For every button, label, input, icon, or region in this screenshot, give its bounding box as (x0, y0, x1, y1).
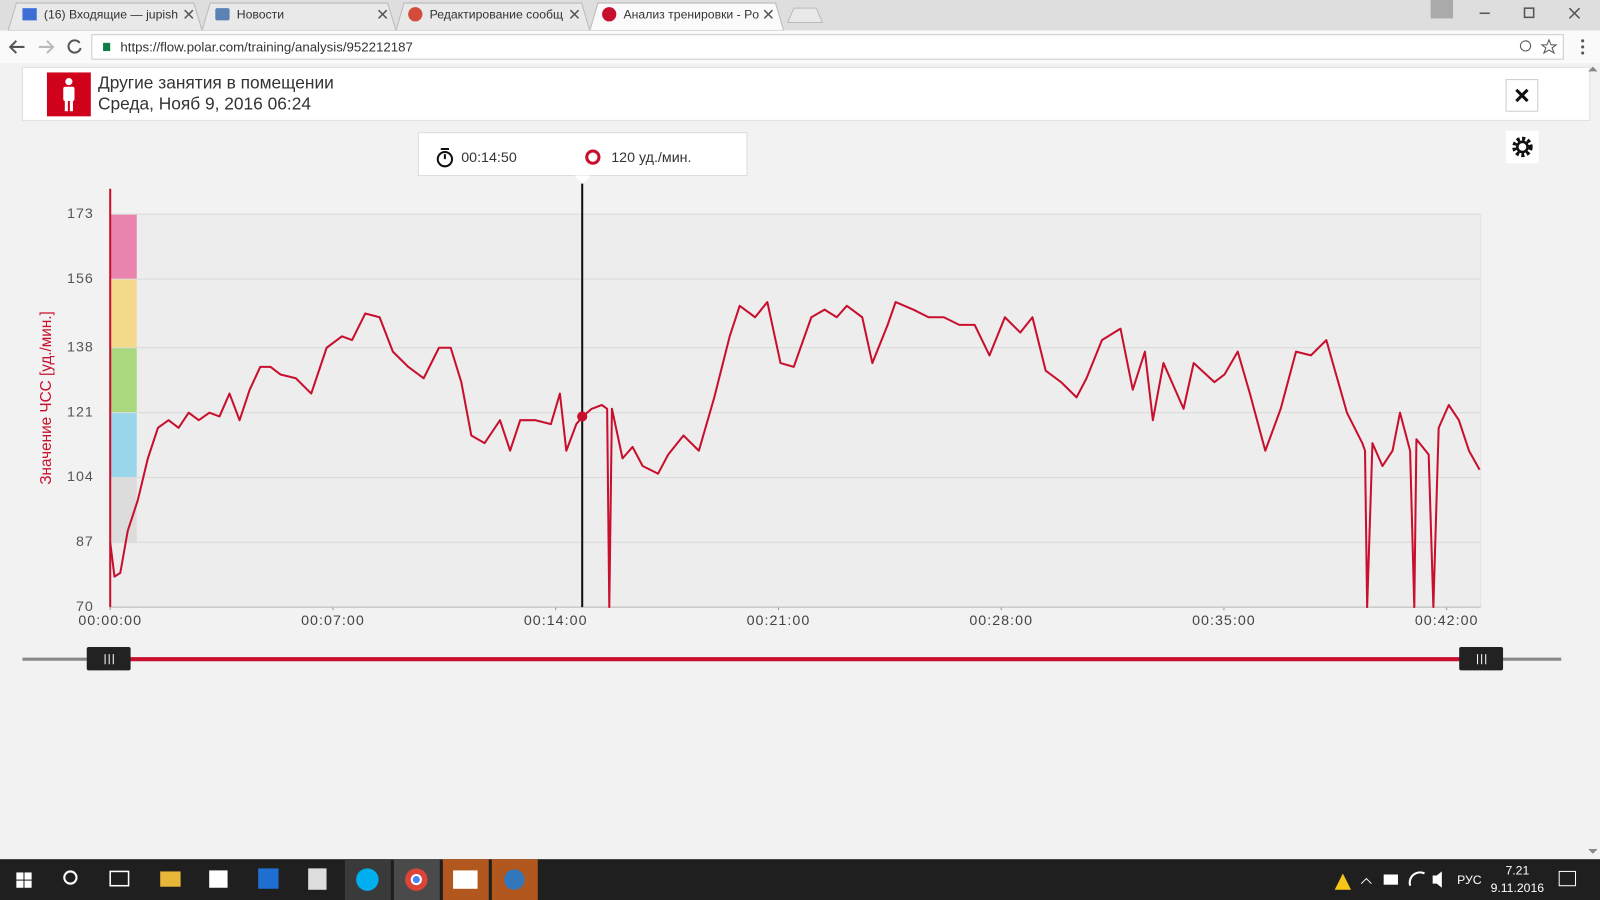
tray-icons[interactable] (1334, 871, 1442, 890)
header-card (21, 66, 1591, 121)
x-tick-label: 00:14:00 (524, 613, 588, 629)
chrome-center (410, 873, 422, 886)
clock-time[interactable]: 7.21 (1505, 864, 1529, 878)
y-tick-label: 138 (67, 340, 94, 356)
x-tick-label: 00:00:00 (78, 613, 142, 629)
edge-icon (504, 869, 525, 890)
calculator-icon[interactable] (308, 868, 327, 890)
keyboard-language[interactable]: РУС (1457, 873, 1482, 887)
y-axis-label: Значение ЧСС [уд./мин.] (38, 311, 55, 484)
person-icon (63, 78, 75, 112)
hr-zone (110, 477, 137, 543)
skype-icon (356, 868, 379, 891)
tooltip-arrow (574, 175, 591, 184)
x-tick-label: 00:35:00 (1192, 613, 1256, 629)
tab[interactable] (201, 2, 397, 32)
activity-title: Другие занятия в помещении (98, 72, 334, 92)
y-tick-label: 156 (67, 271, 94, 287)
tab-title: Анализ тренировки - Po (623, 8, 759, 22)
profile-button[interactable] (1430, 0, 1454, 19)
url: https://flow.polar.com/training/analysis… (120, 39, 412, 54)
star-icon[interactable] (1540, 38, 1558, 55)
lock-icon (103, 42, 111, 52)
handle-grips (104, 654, 1487, 665)
polar-app-icon (453, 870, 478, 889)
hr-zone (110, 412, 137, 478)
hr-zone (110, 214, 137, 280)
tooltip (417, 132, 748, 177)
hr-line (109, 301, 1481, 609)
x-tick-label: 00:42:00 (1415, 613, 1479, 629)
gear-teeth (1512, 136, 1533, 158)
nav-icons[interactable] (8, 39, 82, 54)
zoom-icon[interactable] (1519, 40, 1532, 52)
x-tick-label: 00:21:00 (747, 613, 811, 629)
stopwatch-hand (440, 147, 449, 160)
store-icon[interactable] (209, 870, 228, 888)
y-tick-label: 70 (76, 599, 94, 615)
close-icon (1515, 88, 1529, 103)
settings-button[interactable] (1506, 130, 1539, 164)
polar-icon (602, 7, 617, 22)
cursor-point (577, 411, 588, 422)
explorer-icon[interactable] (160, 871, 181, 887)
tab-close-icons (184, 7, 1581, 19)
chart: 70 87 104 121 138 156 173 00:00:00 00:07:00 00:14… (38, 183, 1482, 629)
y-tick-label: 121 (67, 404, 94, 420)
address-field[interactable] (91, 34, 1564, 60)
y-tick-label: 173 (67, 206, 94, 222)
start-button[interactable] (16, 872, 32, 888)
clock-date[interactable]: 9.11.2016 (1491, 881, 1545, 895)
scroll-arrows[interactable] (1588, 66, 1598, 854)
taskbar (0, 859, 1600, 900)
y-tick-label: 87 (76, 534, 94, 550)
hr-zone (110, 279, 137, 348)
tooltip-value: 120 уд./мин. (611, 150, 691, 166)
y-tick-label: 104 (67, 469, 94, 485)
tab-title: Новости (237, 8, 284, 22)
notifications-icon[interactable] (1558, 870, 1577, 887)
mail-icon (22, 8, 37, 21)
tab-icon (408, 7, 423, 22)
activity-date: Среда, Нояб 9, 2016 06:24 (98, 94, 311, 114)
plot-area (109, 213, 1482, 608)
gear-icon (1516, 140, 1529, 154)
tooltip-time: 00:14:50 (461, 150, 517, 166)
x-tick-label: 00:28:00 (969, 613, 1033, 629)
tab-title: Редактирование сообщ (430, 8, 564, 22)
task-view-icon[interactable] (109, 870, 130, 887)
x-tick-label: 00:07:00 (301, 613, 365, 629)
tab-title: (16) Входящие — jupish (44, 8, 178, 22)
menu-icon[interactable] (1581, 39, 1585, 55)
new-tab[interactable] (786, 7, 824, 23)
hr-zone (110, 347, 137, 413)
defender-icon[interactable] (258, 868, 279, 889)
vk-icon (215, 8, 230, 21)
hr-icon (585, 149, 601, 165)
stopwatch-icon (436, 151, 454, 168)
search-icon[interactable] (63, 870, 78, 885)
